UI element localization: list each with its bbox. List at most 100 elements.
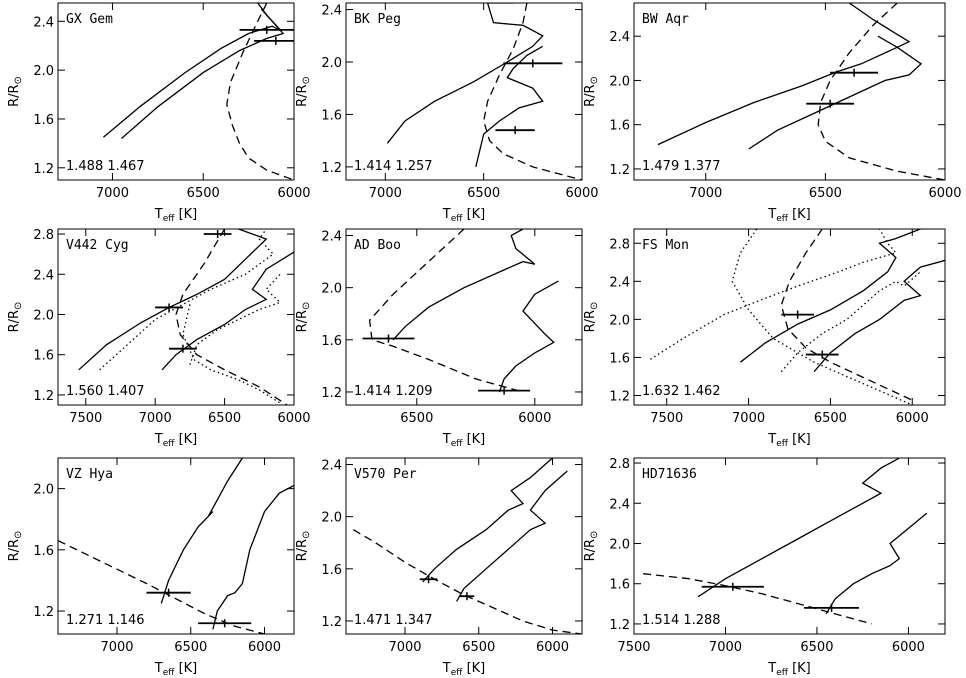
x-tick-label: 6500 xyxy=(174,640,207,655)
panel-name: HD71636 xyxy=(642,467,697,482)
panel-v442-cyg: 7500 7000 6500 6000 1.2 1.6 2.0 2.4 2.8 V442 Cyg 1… xyxy=(7,228,311,449)
y-tick-label: 1.2 xyxy=(609,163,630,178)
y-tick-label: 2.0 xyxy=(321,282,342,297)
y-tick-label: 2.0 xyxy=(33,308,54,323)
x-tick-label: 6500 xyxy=(187,186,220,201)
y-tick-label: 1.2 xyxy=(33,162,54,177)
panel-vz-hya: 7000 6500 6000 1.2 1.6 2.0 VZ Hya 1.271 1.146 Te… xyxy=(7,457,295,678)
track-dashed xyxy=(226,3,294,180)
track-solid xyxy=(813,259,945,373)
y-tick-label: 2.4 xyxy=(33,15,54,30)
track-solid xyxy=(422,458,553,583)
y-tick-label: 1.2 xyxy=(321,615,342,630)
panel-frame xyxy=(57,2,295,181)
track-solid xyxy=(161,251,294,371)
y-tick-label: 2.4 xyxy=(33,268,54,283)
panel-name: BW Aqr xyxy=(642,12,689,27)
y-axis-label: R/R⊙ xyxy=(295,302,312,333)
y-tick-label: 1.2 xyxy=(33,389,54,404)
plot-area xyxy=(386,3,582,180)
x-tick-label: 6000 xyxy=(277,411,310,426)
x-tick-label: 6000 xyxy=(248,640,281,655)
panel-masses: 1.414 1.209 xyxy=(354,384,433,399)
panel-frame xyxy=(345,457,583,635)
plot-area xyxy=(650,229,945,405)
y-tick-label: 2.8 xyxy=(33,228,54,243)
y-tick-label: 1.2 xyxy=(609,618,630,633)
y-tick-label: 2.0 xyxy=(609,313,630,328)
panel-gx-gem: 7000 6500 6000 1.2 1.6 2.0 2.4 GX Gem 1.488 1.46… xyxy=(7,2,311,224)
panel-ad-boo: 6500 6000 1.2 1.6 2.0 2.4 AD Boo 1.414 1.209 Tef… xyxy=(295,228,583,449)
y-tick-label: 2.0 xyxy=(33,483,54,498)
panel-masses: 1.632 1.462 xyxy=(642,384,721,399)
x-axis-label: Teff [K] xyxy=(442,207,486,224)
panel-frame xyxy=(633,2,946,181)
track-dotted xyxy=(189,273,282,366)
x-axis-label: Teff [K] xyxy=(154,207,198,224)
panel-name: VZ Hya xyxy=(66,467,113,482)
y-axis-label: R/R⊙ xyxy=(583,531,600,562)
track-dashed xyxy=(483,3,582,180)
plot-area xyxy=(353,458,582,634)
x-tick-label: 6500 xyxy=(800,640,833,655)
y-tick-label: 1.2 xyxy=(609,389,630,404)
x-tick-label: 7000 xyxy=(96,186,129,201)
panel-hd71636: 7500 7000 6500 6000 1.2 1.6 2.0 2.4 2.8 HD71636 1.… xyxy=(583,457,946,678)
panel-masses: 1.271 1.146 xyxy=(66,613,145,628)
x-tick-label: 6000 xyxy=(896,411,929,426)
track-solid xyxy=(392,229,536,341)
x-axis-label: Teff [K] xyxy=(442,432,486,449)
panel-frame xyxy=(633,228,946,406)
x-tick-label: 6500 xyxy=(814,411,847,426)
x-tick-label: 7500 xyxy=(650,411,683,426)
panel-masses: 1.479 1.377 xyxy=(642,159,721,174)
panel-masses: 1.560 1.407 xyxy=(66,384,145,399)
track-dotted xyxy=(650,229,898,360)
y-axis-label: R/R⊙ xyxy=(295,76,312,107)
y-tick-label: 1.2 xyxy=(321,161,342,176)
y-tick-label: 2.0 xyxy=(609,537,630,552)
track-solid xyxy=(212,484,294,630)
y-tick-label: 2.4 xyxy=(609,275,630,290)
track-dashed xyxy=(817,3,945,180)
track-solid xyxy=(740,229,921,363)
panel-masses: 1.471 1.347 xyxy=(354,613,433,628)
x-axis-label: Teff [K] xyxy=(442,661,486,678)
track-solid xyxy=(121,8,285,139)
y-tick-label: 1.2 xyxy=(33,605,54,620)
y-tick-label: 1.2 xyxy=(321,386,342,401)
y-tick-label: 2.0 xyxy=(33,64,54,79)
track-dashed xyxy=(780,229,913,401)
x-tick-label: 7000 xyxy=(369,186,402,201)
y-tick-label: 1.6 xyxy=(33,113,54,128)
track-solid xyxy=(748,35,923,150)
track-dashed xyxy=(175,229,288,405)
plot-area xyxy=(78,229,294,405)
panel-name: BK Peg xyxy=(354,12,401,27)
panel-frame xyxy=(345,228,583,406)
y-tick-label: 2.4 xyxy=(321,459,342,474)
x-tick-label: 6000 xyxy=(892,640,925,655)
plot-area xyxy=(362,229,559,395)
x-tick-label: 7000 xyxy=(100,640,133,655)
track-solid xyxy=(102,3,282,138)
y-tick-label: 1.6 xyxy=(33,349,54,364)
y-axis-label: R/R⊙ xyxy=(583,302,600,333)
panel-frame xyxy=(633,457,946,635)
panel-bk-peg: 7000 6500 6000 1.2 1.6 2.0 2.4 BK Peg 1.414 1.25… xyxy=(295,2,599,224)
x-tick-label: 6000 xyxy=(536,640,569,655)
y-tick-label: 1.6 xyxy=(609,351,630,366)
x-tick-label: 6500 xyxy=(400,411,433,426)
panel-masses: 1.514 1.288 xyxy=(642,613,721,628)
track-solid xyxy=(78,229,268,371)
panel-masses: 1.414 1.257 xyxy=(354,159,433,174)
y-axis-label: R/R⊙ xyxy=(7,531,24,562)
panel-name: AD Boo xyxy=(354,238,401,253)
panel-name: V442 Cyg xyxy=(66,238,129,253)
track-solid xyxy=(160,458,243,604)
x-tick-label: 7500 xyxy=(617,640,650,655)
y-tick-label: 2.0 xyxy=(609,74,630,89)
x-axis-label: Teff [K] xyxy=(767,432,811,449)
panel-name: V570 Per xyxy=(354,467,417,482)
y-tick-label: 1.6 xyxy=(609,578,630,593)
